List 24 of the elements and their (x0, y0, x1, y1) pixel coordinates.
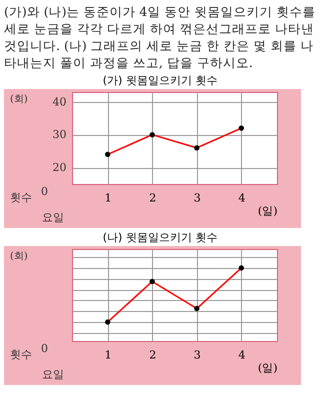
x-tick-label: 3 (194, 192, 201, 204)
x-tick-label: 2 (149, 348, 156, 362)
x-tick-label: 4 (238, 192, 246, 204)
chart-title: (가) 윗몸일으키기 횟수 (102, 73, 218, 88)
x-tick-label: 4 (238, 348, 246, 362)
text: 횟수 (10, 348, 32, 361)
x-axis-title: (일) (258, 204, 278, 218)
text: 0 (41, 342, 48, 355)
x-tick-label: 3 (194, 348, 201, 362)
x-tick-label: 1 (104, 348, 112, 362)
y-axis-title: (회) (10, 94, 28, 105)
x-tick-label: 2 (149, 192, 156, 204)
y-tick-label: 30 (52, 128, 66, 142)
x-axis-title: (일) (258, 362, 278, 374)
chart-title: (나) 윗몸일으키기 횟수 (102, 230, 218, 245)
y-tick-label: 40 (52, 95, 66, 108)
text: 횟수 (10, 191, 32, 204)
text: (가)와 (나)는 동준이가 4일 동안 윗몸일으키기 횟수를 세로 눈금을 각각 다르게 하여 꺾은선그래프로 나타낸 것입니다. (나) 그래프의 세로 눈금 한 칸은 몇 회를 나타내는지 풀이 과정을 쓰고, 답을 구하시오. (4, 3, 316, 71)
x-tick-label: 1 (104, 192, 112, 204)
text: 요일 (42, 211, 64, 224)
y-axis-title: (회) (10, 251, 28, 262)
text: 요일 (42, 368, 64, 381)
text: 0 (41, 185, 48, 198)
y-tick-label: 20 (52, 161, 66, 174)
